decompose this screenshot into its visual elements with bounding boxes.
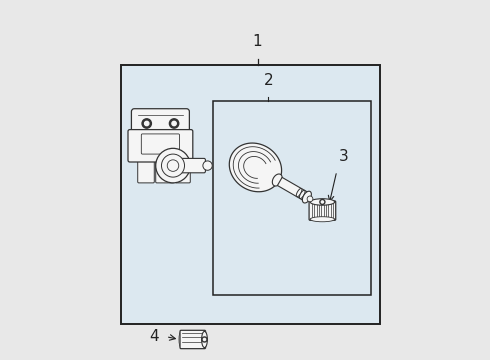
Text: 3: 3 [339, 149, 349, 164]
Circle shape [167, 160, 179, 171]
Circle shape [202, 337, 207, 342]
Polygon shape [229, 143, 282, 192]
FancyBboxPatch shape [121, 65, 380, 324]
Ellipse shape [201, 331, 207, 348]
Circle shape [162, 154, 185, 177]
Ellipse shape [310, 199, 335, 205]
Circle shape [203, 338, 206, 341]
Polygon shape [272, 174, 282, 186]
FancyBboxPatch shape [128, 130, 193, 162]
Polygon shape [299, 190, 305, 199]
FancyBboxPatch shape [309, 201, 336, 220]
Circle shape [142, 119, 151, 128]
FancyBboxPatch shape [175, 157, 190, 183]
Circle shape [172, 121, 176, 126]
Circle shape [307, 196, 313, 202]
Circle shape [320, 199, 325, 204]
Text: 1: 1 [253, 33, 263, 49]
Text: 2: 2 [264, 73, 273, 88]
FancyBboxPatch shape [156, 157, 174, 183]
FancyBboxPatch shape [131, 109, 189, 136]
FancyBboxPatch shape [213, 101, 371, 295]
Circle shape [156, 148, 190, 183]
FancyBboxPatch shape [141, 134, 179, 154]
Polygon shape [302, 191, 311, 203]
Circle shape [145, 121, 149, 126]
Circle shape [170, 119, 179, 128]
FancyBboxPatch shape [138, 157, 154, 183]
Polygon shape [277, 177, 309, 201]
Circle shape [203, 161, 212, 170]
Circle shape [321, 201, 323, 203]
FancyBboxPatch shape [180, 330, 206, 348]
Ellipse shape [179, 331, 183, 348]
FancyBboxPatch shape [177, 158, 205, 173]
Text: 4: 4 [149, 329, 159, 344]
Ellipse shape [310, 217, 335, 222]
Polygon shape [296, 188, 302, 197]
